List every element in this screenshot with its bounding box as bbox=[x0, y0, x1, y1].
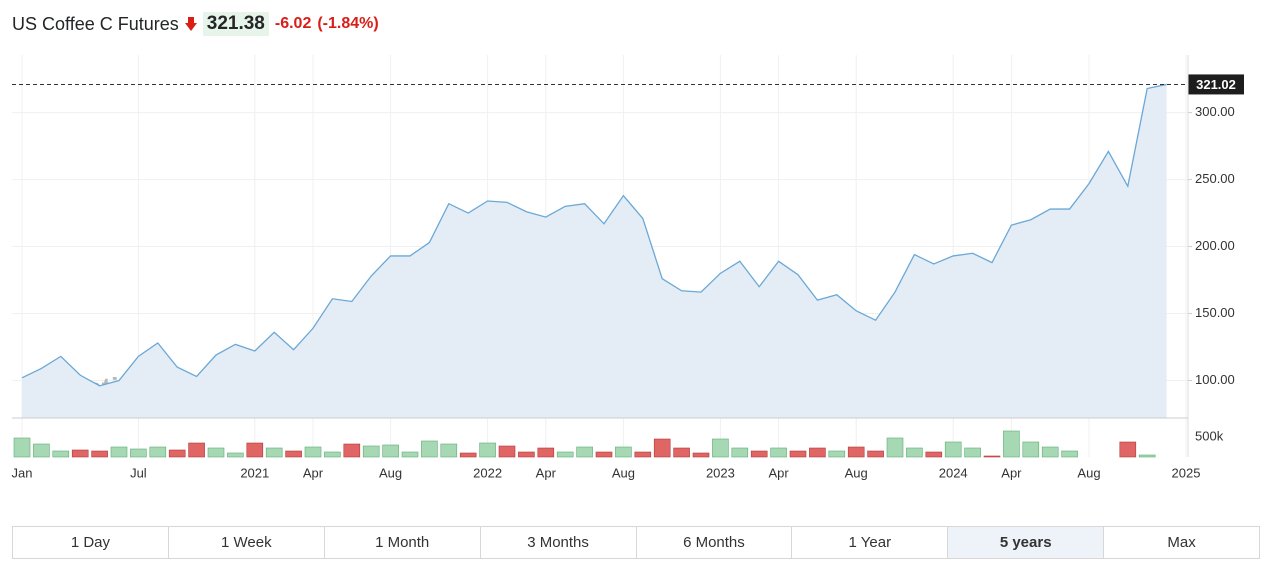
volume-bar bbox=[440, 443, 458, 458]
y-tick-label: 250.00 bbox=[1195, 171, 1235, 186]
volume-bar bbox=[246, 442, 264, 458]
x-tick-label: Apr bbox=[303, 465, 324, 480]
volume-bar bbox=[362, 445, 380, 458]
volume-bar bbox=[498, 445, 516, 458]
volume-bar bbox=[110, 446, 128, 458]
range-button[interactable]: 1 Day bbox=[13, 527, 169, 558]
volume-bar bbox=[653, 438, 671, 458]
volume-bar bbox=[13, 437, 31, 458]
volume-bar bbox=[479, 442, 496, 458]
x-tick-label: 2024 bbox=[939, 465, 968, 480]
down-arrow bbox=[184, 17, 197, 31]
y-tick-label: 200.00 bbox=[1195, 238, 1235, 253]
range-button[interactable]: 1 Month bbox=[325, 527, 481, 558]
x-tick-label: Apr bbox=[768, 465, 789, 480]
volume-bar bbox=[944, 441, 962, 458]
volume-bar bbox=[52, 450, 70, 458]
change-pct: (-1.84%) bbox=[317, 15, 379, 32]
volume-bar bbox=[130, 448, 147, 458]
last-price-box bbox=[1188, 74, 1244, 95]
x-tick-label: Apr bbox=[1001, 465, 1022, 480]
volume-bar bbox=[712, 438, 729, 458]
volume-bar bbox=[692, 452, 710, 458]
volume-bar bbox=[983, 455, 1001, 458]
volume-bar bbox=[750, 450, 768, 458]
volume-bar bbox=[925, 451, 943, 458]
x-tick-label: Jul bbox=[130, 465, 147, 480]
volume-bar bbox=[964, 447, 981, 458]
area bbox=[22, 84, 1167, 419]
volume-bar bbox=[33, 443, 50, 458]
volume-bar bbox=[518, 451, 535, 458]
volume-bar bbox=[537, 447, 555, 458]
volume-bar bbox=[615, 446, 632, 458]
volume-bar bbox=[1138, 454, 1156, 458]
volume-bar bbox=[673, 447, 690, 458]
volume-bar bbox=[265, 447, 283, 458]
range-button[interactable]: 3 Months bbox=[481, 527, 637, 558]
x-tick-label: Aug bbox=[379, 465, 402, 480]
x-tick-label: 2023 bbox=[706, 465, 735, 480]
range-button[interactable]: Max bbox=[1167, 534, 1196, 551]
volume-bar bbox=[847, 446, 865, 458]
volume-bar bbox=[770, 447, 787, 458]
header: US Coffee C Futures 321.38 -6.02 (-1.84%… bbox=[12, 10, 379, 38]
volume-bar bbox=[576, 446, 593, 458]
range-button[interactable]: 6 Months bbox=[637, 527, 793, 558]
volume-bar bbox=[285, 450, 302, 458]
last-price-label: 321.02 bbox=[1196, 77, 1236, 92]
volume-bar bbox=[1041, 446, 1059, 458]
volume-bar bbox=[1119, 441, 1137, 458]
volume-bar bbox=[459, 452, 477, 458]
volume-bar bbox=[91, 450, 108, 458]
volume-bar bbox=[168, 449, 186, 458]
chart: Jan Jul 2021 Apr Aug 2022 Apr Aug 2023 Apr Aug 2024… bbox=[12, 55, 1244, 480]
x-tick-label: 2025 bbox=[1172, 465, 1201, 480]
volume-bar bbox=[401, 451, 419, 458]
volume-bar bbox=[906, 447, 923, 458]
volume-bar bbox=[634, 451, 652, 458]
volume-bar bbox=[227, 452, 244, 458]
volume-bar bbox=[1003, 430, 1020, 458]
volume-bar bbox=[149, 446, 167, 458]
volume-bar bbox=[71, 449, 89, 458]
range-button[interactable]: 1 Year bbox=[792, 527, 949, 558]
volume-tick-label: 500k bbox=[1195, 428, 1224, 443]
volume-bar bbox=[304, 446, 322, 458]
volume-bar bbox=[789, 450, 807, 458]
volume-bar bbox=[421, 440, 438, 458]
volume-bar bbox=[1022, 441, 1040, 458]
change: -6.02 bbox=[274, 15, 312, 32]
volume-bar bbox=[1061, 450, 1078, 458]
volume-bar bbox=[809, 447, 826, 458]
y-tick-label: 150.00 bbox=[1195, 305, 1235, 320]
volume-bar bbox=[867, 450, 884, 458]
x-tick-label: Aug bbox=[1077, 465, 1100, 480]
price: 321.38 bbox=[202, 12, 269, 36]
volume-bar bbox=[207, 447, 225, 458]
volume-bar bbox=[595, 451, 613, 458]
y-tick-label: 300.00 bbox=[1195, 104, 1235, 119]
volume-bar bbox=[886, 437, 904, 458]
volume-bar bbox=[828, 450, 846, 458]
volume-bar bbox=[343, 443, 361, 458]
range-buttons: 1 Day 1 Week 1 Month 3 Months 6 Months 1 Year… bbox=[12, 526, 1260, 559]
x-tick-label: Apr bbox=[536, 465, 557, 480]
volume-bar bbox=[731, 447, 749, 458]
range-button[interactable]: 1 Week bbox=[169, 527, 325, 558]
x-tick-label: Jan bbox=[12, 465, 33, 480]
title: US Coffee C Futures bbox=[12, 13, 179, 34]
volume-bar bbox=[324, 451, 341, 458]
volume-bar bbox=[382, 444, 399, 458]
volume-bar bbox=[188, 442, 205, 458]
price-line bbox=[21, 83, 1167, 387]
x-tick-label: 2022 bbox=[473, 465, 502, 480]
x-tick-label: 2021 bbox=[240, 465, 269, 480]
volume-bar bbox=[556, 451, 574, 458]
y-tick-label: 100.00 bbox=[1195, 372, 1235, 387]
x-tick-label: Aug bbox=[845, 465, 868, 480]
range-button[interactable]: 5 years bbox=[948, 527, 1105, 558]
x-tick-label: Aug bbox=[612, 465, 635, 480]
